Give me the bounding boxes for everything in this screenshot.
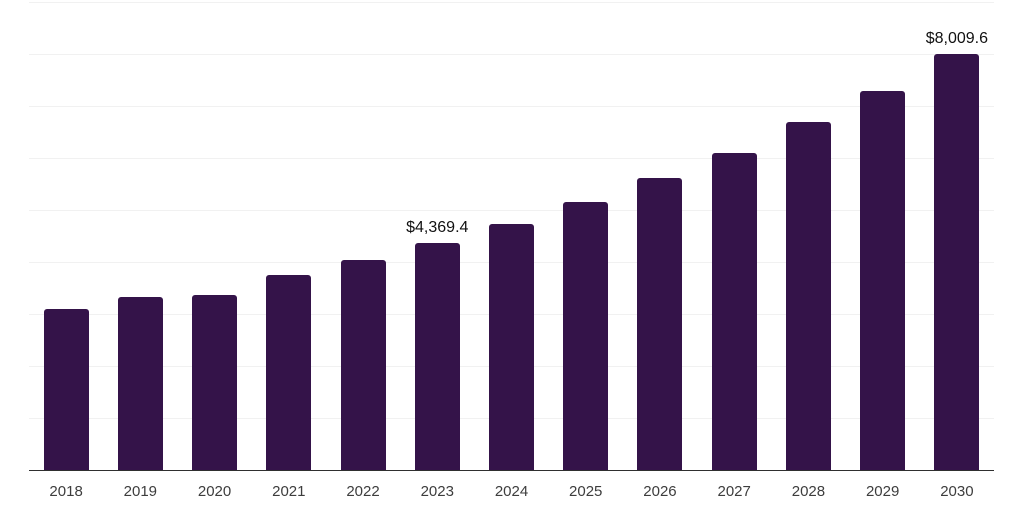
bar-2030 bbox=[934, 53, 980, 471]
bar-2026 bbox=[637, 178, 683, 471]
bar-2027 bbox=[711, 152, 757, 471]
bar-2018 bbox=[43, 309, 89, 471]
data-label-2023: $4,369.4 bbox=[406, 219, 469, 237]
bar-2028 bbox=[785, 122, 831, 471]
x-tick-2018: 2018 bbox=[49, 483, 83, 500]
bar-2029 bbox=[860, 90, 906, 471]
bar-2023 bbox=[414, 243, 460, 471]
x-tick-2024: 2024 bbox=[494, 483, 529, 500]
bar-2025 bbox=[563, 202, 609, 471]
data-label-2030: $8,009.6 bbox=[925, 29, 989, 47]
x-tick-2026: 2026 bbox=[643, 483, 677, 500]
gridline-9000 bbox=[29, 1, 994, 3]
x-tick-2023: 2023 bbox=[420, 483, 454, 500]
x-tick-2019: 2019 bbox=[123, 483, 158, 500]
bar-2020 bbox=[192, 295, 238, 471]
x-tick-2027: 2027 bbox=[717, 483, 751, 500]
x-tick-2025: 2025 bbox=[569, 483, 603, 500]
gridline-8000 bbox=[29, 53, 994, 55]
bar-2022 bbox=[340, 260, 386, 471]
x-tick-2030: 2030 bbox=[940, 483, 974, 500]
x-tick-2028: 2028 bbox=[791, 483, 826, 500]
gridline-5000 bbox=[29, 209, 994, 211]
x-tick-2029: 2029 bbox=[865, 483, 900, 500]
bar-2024 bbox=[489, 224, 534, 471]
gridline-7000 bbox=[29, 105, 994, 107]
bar-2019 bbox=[117, 297, 163, 471]
x-tick-2022: 2022 bbox=[346, 483, 380, 500]
bar-2021 bbox=[266, 274, 312, 471]
x-tick-2020: 2020 bbox=[197, 483, 232, 500]
x-tick-2021: 2021 bbox=[272, 483, 306, 500]
x-axis-line bbox=[29, 469, 994, 472]
gridline-6000 bbox=[29, 157, 994, 159]
